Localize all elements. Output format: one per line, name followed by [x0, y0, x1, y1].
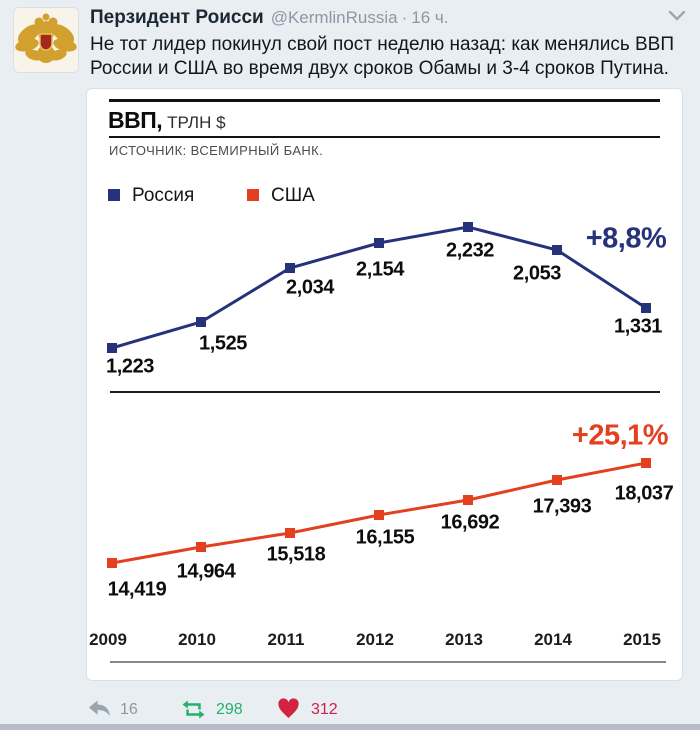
title-rule-top — [109, 99, 660, 102]
window-bottom-edge — [0, 724, 700, 730]
point-marker-usa — [552, 475, 562, 485]
chart-title: ВВП, ТРЛН $ — [108, 107, 226, 134]
value-label-russia: 2,232 — [445, 239, 495, 262]
tweet-text: Не тот лидер покинул свой пост неделю на… — [90, 33, 675, 81]
like-button[interactable] — [277, 698, 300, 724]
reply-button[interactable] — [88, 699, 111, 724]
avatar[interactable] — [14, 8, 78, 72]
timestamp[interactable]: 16 ч. — [411, 8, 449, 27]
display-name[interactable]: Перзидент Роисси — [90, 7, 264, 28]
value-label-usa: 14,964 — [176, 560, 236, 583]
value-label-usa: 14,419 — [107, 578, 167, 601]
value-label-usa: 18,037 — [614, 482, 674, 505]
chart-title-main: ВВП, — [108, 107, 163, 133]
point-marker-russia — [107, 343, 117, 353]
russia-coat-of-arms-icon — [14, 8, 78, 72]
legend-swatch-russia — [108, 189, 120, 201]
user-handle[interactable]: @KermlinRussia — [270, 8, 398, 27]
meta-separator: · — [401, 8, 408, 27]
value-label-usa: 17,393 — [532, 495, 592, 518]
chart-plot-area — [107, 222, 651, 568]
tweet-menu-button[interactable] — [668, 9, 686, 21]
x-tick-label: 2011 — [267, 630, 305, 649]
x-tick-label: 2014 — [534, 630, 572, 649]
reply-count[interactable]: 16 — [120, 701, 138, 718]
point-marker-russia — [285, 263, 295, 273]
legend-label-russia: Россия — [132, 185, 195, 206]
x-tick-label: 2010 — [178, 630, 216, 649]
tweet-text-line2: России и США во время двух сроков Обамы … — [90, 58, 669, 79]
reply-icon — [88, 700, 111, 717]
x-axis-line — [110, 661, 666, 663]
value-label-russia: 1,525 — [198, 332, 248, 355]
heart-icon — [278, 698, 299, 719]
point-marker-russia — [374, 238, 384, 248]
x-tick-label: 2013 — [445, 630, 483, 649]
value-label-usa: 16,155 — [355, 526, 415, 549]
change-label-russia: +8,8% — [585, 222, 667, 255]
value-label-usa: 16,692 — [440, 511, 500, 534]
point-marker-russia — [552, 245, 562, 255]
value-label-usa: 15,518 — [266, 543, 326, 566]
retweet-count[interactable]: 298 — [216, 701, 243, 718]
tweet-header: Перзидент Роисси @KermlinRussia · 16 ч. — [90, 7, 448, 29]
chevron-down-icon — [668, 10, 686, 21]
legend-swatch-usa — [247, 189, 259, 201]
title-rule-bottom — [109, 136, 660, 138]
point-marker-usa — [641, 458, 651, 468]
x-tick-label: 2015 — [623, 630, 661, 649]
legend-label-usa: США — [271, 185, 315, 206]
point-marker-russia — [463, 222, 473, 232]
tweet-text-line1: Не тот лидер покинул свой пост неделю на… — [90, 34, 675, 55]
like-count[interactable]: 312 — [311, 701, 338, 718]
retweet-button[interactable] — [181, 700, 206, 724]
point-marker-russia — [196, 317, 206, 327]
value-label-russia: 2,154 — [355, 258, 405, 281]
value-label-russia: 2,053 — [512, 262, 562, 285]
retweet-icon — [182, 700, 205, 719]
charts-divider — [110, 391, 660, 393]
value-label-russia: 2,034 — [285, 276, 335, 299]
chart-title-unit: ТРЛН $ — [167, 113, 226, 132]
value-label-russia: 1,223 — [105, 355, 155, 378]
point-marker-usa — [196, 542, 206, 552]
change-label-usa: +25,1% — [571, 419, 669, 452]
point-marker-russia — [641, 303, 651, 313]
value-label-russia: 1,331 — [613, 315, 663, 338]
x-tick-label: 2009 — [89, 630, 127, 649]
chart-image-card[interactable] — [86, 88, 683, 681]
point-marker-usa — [107, 558, 117, 568]
x-tick-label: 2012 — [356, 630, 394, 649]
chart-source: ИСТОЧНИК: ВСЕМИРНЫЙ БАНК. — [109, 143, 324, 158]
point-marker-usa — [463, 495, 473, 505]
point-marker-usa — [374, 510, 384, 520]
point-marker-usa — [285, 528, 295, 538]
